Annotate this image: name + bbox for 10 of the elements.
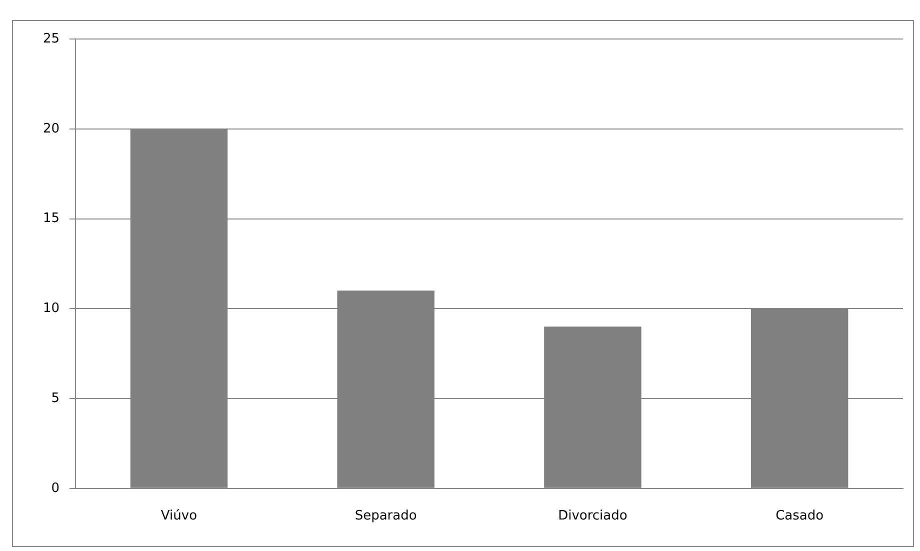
- x-tick-label: Divorciado: [558, 508, 628, 524]
- y-tick-label: 0: [51, 480, 60, 496]
- y-tick-label: 10: [42, 301, 60, 316]
- y-tick-label: 25: [42, 31, 60, 46]
- y-tick-label: 20: [42, 121, 60, 136]
- x-tick-label: Separado: [354, 508, 417, 524]
- x-tick-label: Casado: [776, 508, 824, 524]
- x-tick-label: Viúvo: [160, 508, 198, 524]
- y-tick-label: 15: [42, 211, 60, 226]
- y-tick-label: 5: [51, 390, 60, 406]
